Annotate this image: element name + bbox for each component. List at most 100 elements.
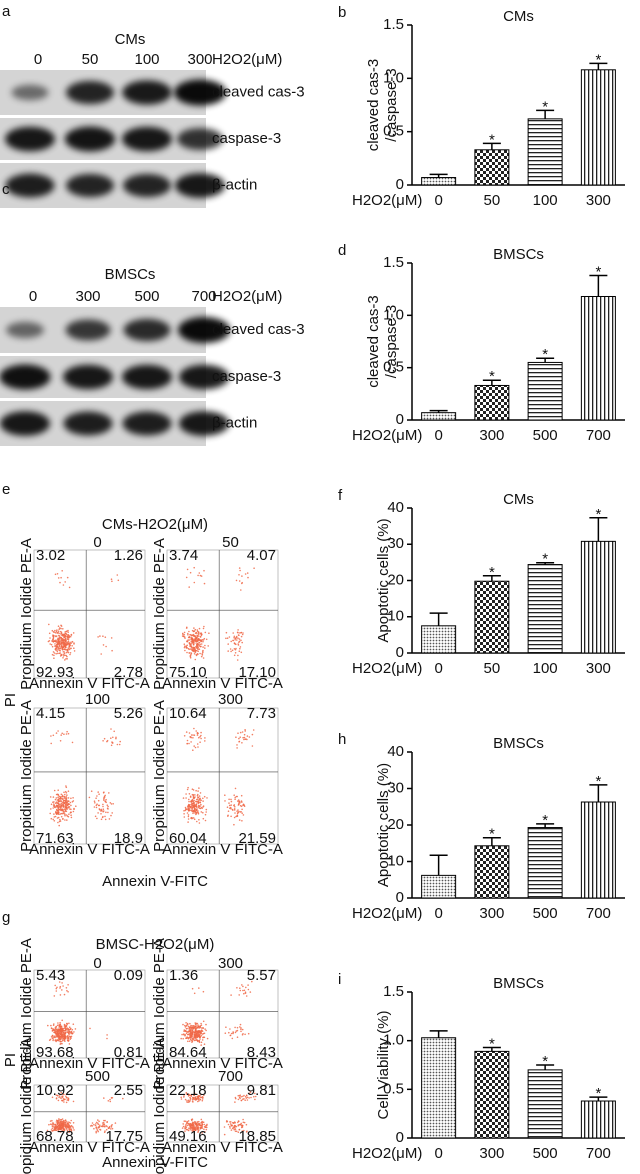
event-dot	[240, 635, 243, 638]
event-dot	[200, 633, 203, 636]
event-dot	[238, 567, 241, 569]
event-dot	[200, 1022, 202, 1025]
event-dot	[110, 803, 113, 805]
event-dot	[198, 1122, 200, 1125]
event-dot	[202, 646, 204, 648]
event-dot	[57, 1094, 59, 1097]
event-dot	[202, 657, 205, 659]
event-dot	[234, 1124, 236, 1127]
event-dot	[51, 1122, 54, 1124]
y-axis-label: Apoptotic cells (%)	[375, 763, 392, 887]
event-dot	[198, 795, 201, 797]
event-dot	[52, 734, 55, 737]
event-dot	[55, 1097, 58, 1099]
event-dot	[190, 645, 193, 647]
bar	[527, 361, 563, 421]
significance-marker: *	[542, 346, 548, 363]
event-dot	[52, 1024, 55, 1026]
event-dot	[60, 632, 63, 635]
plot-x-axis-label: Annexin V FITC-A	[162, 675, 283, 692]
event-dot	[53, 813, 55, 815]
event-dot	[67, 1124, 69, 1127]
quadrant-value: 17.75	[105, 1128, 143, 1145]
event-dot	[191, 808, 194, 810]
event-dot	[50, 742, 52, 745]
significance-marker: *	[489, 826, 495, 843]
lane-label: 300	[75, 288, 100, 305]
event-dot	[197, 1125, 199, 1127]
event-dot	[64, 814, 66, 817]
event-dot	[103, 1131, 106, 1134]
significance-marker: *	[595, 51, 601, 68]
event-dot	[195, 812, 198, 815]
event-dot	[94, 802, 96, 804]
event-dot	[70, 816, 73, 819]
event-dot	[53, 803, 55, 805]
event-dot	[50, 817, 53, 820]
event-dot	[57, 1099, 60, 1102]
event-dot	[63, 1037, 65, 1039]
event-dot	[117, 579, 120, 582]
plot-label: 300	[218, 955, 243, 972]
event-dot	[239, 646, 242, 648]
event-dot	[70, 1030, 73, 1033]
event-dot	[64, 659, 66, 661]
x-tick-label: 0	[434, 427, 442, 444]
event-dot	[192, 810, 195, 813]
event-dot	[187, 1099, 190, 1102]
event-dot	[187, 1025, 190, 1028]
event-dot	[69, 644, 72, 647]
event-dot	[238, 803, 240, 805]
event-dot	[93, 800, 96, 802]
quadrant-value: 68.78	[36, 1128, 74, 1145]
event-dot	[193, 818, 196, 821]
event-dot	[230, 994, 232, 996]
event-dot	[190, 817, 192, 819]
event-dot	[68, 636, 70, 639]
event-dot	[244, 1099, 246, 1101]
quadrant-value: 1.26	[114, 547, 143, 564]
event-dot	[98, 808, 101, 810]
event-dot	[55, 809, 58, 811]
event-dot	[67, 790, 70, 792]
event-dot	[244, 991, 247, 993]
event-dot	[186, 812, 189, 814]
event-dot	[60, 799, 62, 802]
event-dot	[110, 737, 112, 739]
event-dot	[202, 1020, 205, 1023]
event-dot	[226, 1120, 228, 1122]
event-dot	[194, 642, 196, 644]
event-dot	[241, 633, 244, 636]
event-dot	[61, 1039, 64, 1042]
event-dot	[54, 640, 57, 643]
event-dot	[187, 1129, 189, 1131]
event-dot	[59, 740, 62, 742]
event-dot	[63, 993, 66, 996]
event-dot	[233, 1128, 235, 1131]
event-dot	[192, 800, 195, 803]
band	[179, 364, 229, 390]
event-dot	[235, 1125, 238, 1128]
event-dot	[191, 788, 194, 790]
event-dot	[57, 630, 60, 632]
event-dot	[190, 807, 192, 809]
event-dot	[62, 1093, 64, 1095]
event-dot	[62, 1126, 65, 1129]
event-dot	[60, 1028, 62, 1031]
x-tick-label: 300	[479, 427, 504, 444]
event-dot	[113, 730, 115, 733]
bar	[421, 177, 457, 186]
event-dot	[105, 798, 107, 801]
event-dot	[234, 1130, 237, 1132]
event-dot	[199, 645, 202, 648]
event-dot	[57, 805, 59, 808]
event-dot	[57, 1130, 60, 1133]
event-dot	[67, 640, 70, 643]
event-dot	[193, 808, 196, 811]
event-dot	[230, 650, 232, 653]
event-dot	[204, 1130, 206, 1133]
x-axis-label: H2O2(μM)	[352, 660, 422, 677]
event-dot	[241, 575, 243, 577]
